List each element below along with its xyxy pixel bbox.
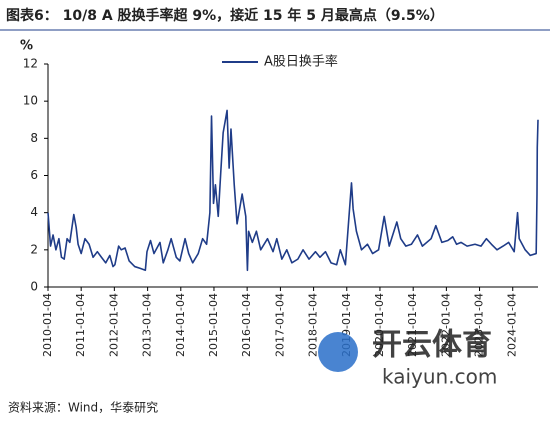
watermark-name: 开云体育 <box>372 328 492 363</box>
x-tick-label: 2016-01-04 <box>240 293 253 357</box>
x-tick-label: 2010-01-04 <box>41 293 54 357</box>
x-tick-label: 2020-01-04 <box>373 293 386 357</box>
source-note: 资料来源：Wind，华泰研究 <box>8 400 158 415</box>
y-tick-label: 2 <box>30 242 38 256</box>
legend-label: A股日换手率 <box>264 54 338 70</box>
x-tick-label: 2024-01-04 <box>506 293 519 357</box>
y-tick-label: 6 <box>30 168 38 182</box>
chart-title: 图表6： 10/8 A 股换手率超 9%，接近 15 年 5 月最高点（9.5%… <box>6 7 444 24</box>
x-tick-label: 2015-01-04 <box>207 293 220 357</box>
y-tick-label: 10 <box>23 94 38 108</box>
y-tick-label: 0 <box>30 280 38 294</box>
y-axis-label: % <box>20 39 33 54</box>
watermark-url: kaiyun.com <box>382 365 497 389</box>
x-tick-label: 2013-01-04 <box>141 293 154 357</box>
x-tick-label: 2021-01-04 <box>406 293 419 357</box>
y-tick-label: 4 <box>30 205 38 219</box>
x-tick-label: 2018-01-04 <box>307 293 320 357</box>
x-tick-label: 2017-01-04 <box>273 293 286 357</box>
y-tick-label: 8 <box>30 131 38 145</box>
x-tick-label: 2012-01-04 <box>107 293 120 357</box>
watermark-logo <box>318 332 358 372</box>
x-tick-label: 2023-01-04 <box>473 293 486 357</box>
x-tick-label: 2022-01-04 <box>439 293 452 357</box>
data-line <box>47 109 539 272</box>
x-tick-label: 2011-01-04 <box>74 293 87 357</box>
y-tick-label: 12 <box>23 57 38 71</box>
x-tick-label: 2014-01-04 <box>174 293 187 357</box>
watermark: 开云体育 kaiyun.com <box>318 328 497 389</box>
